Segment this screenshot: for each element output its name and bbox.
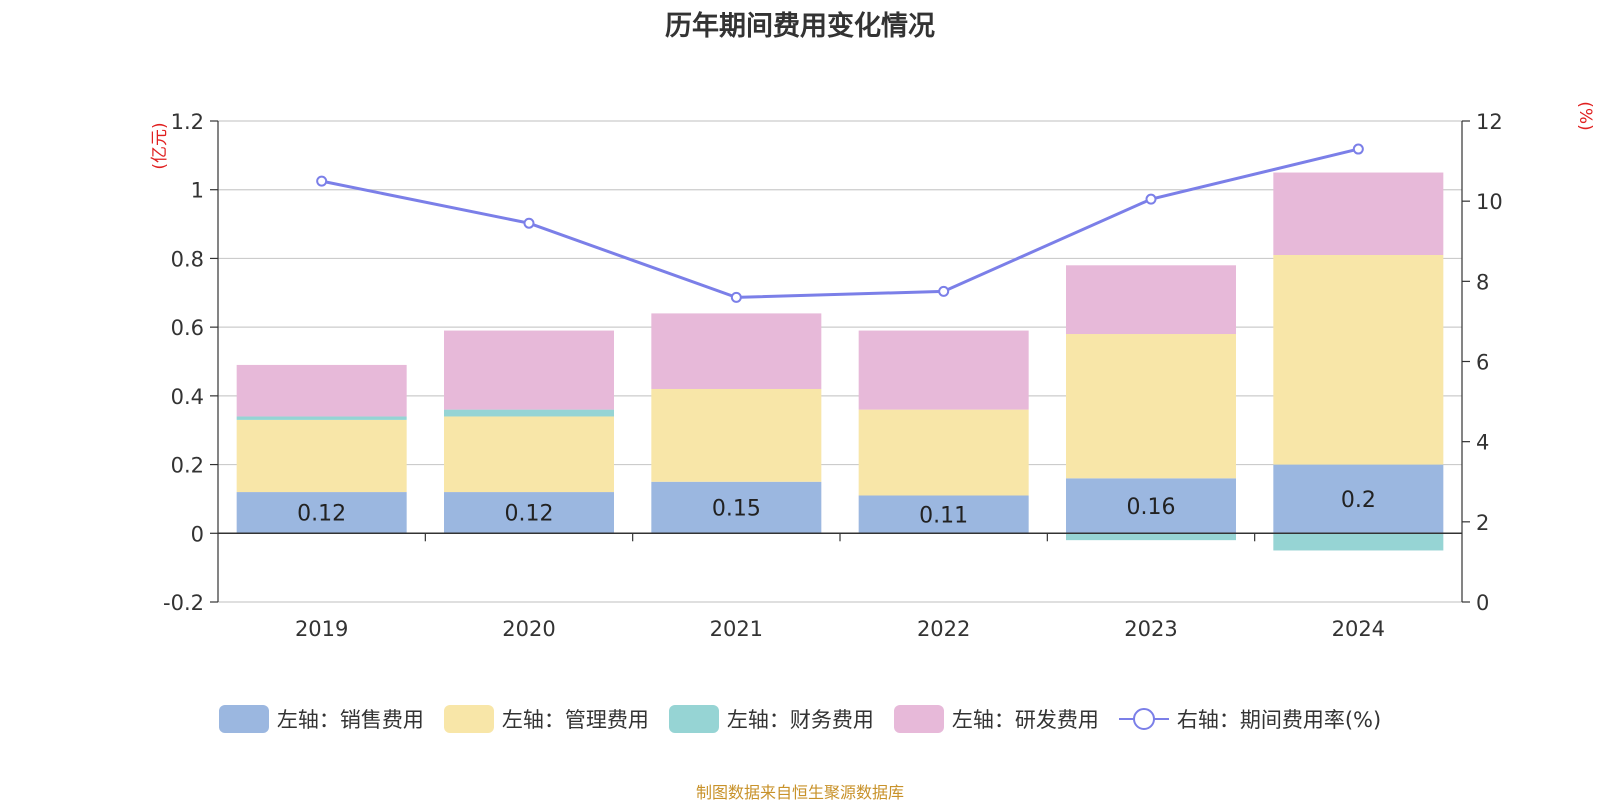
bar-segment xyxy=(444,330,614,410)
left-axis-tick-label: 1.2 xyxy=(171,110,204,134)
x-axis-label: 2023 xyxy=(1124,617,1177,641)
left-axis-unit: (亿元) xyxy=(150,122,170,169)
x-axis-label: 2020 xyxy=(502,617,555,641)
rate-point xyxy=(1352,143,1364,155)
left-axis-tick-label: 1 xyxy=(191,179,204,203)
bar-segment xyxy=(1273,172,1444,255)
bar-series xyxy=(236,172,1444,551)
bar-value-label: 0.15 xyxy=(712,497,761,522)
bar-value-label: 0.2 xyxy=(1341,488,1376,513)
legend-line-marker-icon xyxy=(1118,705,1169,733)
legend-swatch xyxy=(893,705,944,733)
bar-value-label: 0.11 xyxy=(919,503,968,528)
right-axis-tick-label: 6 xyxy=(1476,351,1489,375)
legend-item[interactable]: 右轴：期间费用率(%) xyxy=(1118,704,1382,734)
rate-point xyxy=(730,291,742,303)
legend-swatch xyxy=(668,705,719,733)
bar-value-label: 0.12 xyxy=(505,502,554,527)
bar-segment xyxy=(1273,533,1444,551)
bar-segment xyxy=(236,419,407,493)
bar-segment xyxy=(444,492,614,534)
bar-segment xyxy=(1066,478,1236,534)
right-axis-tick-label: 2 xyxy=(1476,511,1489,535)
bar-segment xyxy=(236,492,407,534)
rate-line xyxy=(321,147,1359,299)
data-labels: 0.12 0.12 0.15 0.11 0.16 0.2 xyxy=(297,488,1376,528)
bar-segment xyxy=(858,409,1029,496)
left-axis-tick-label: -0.2 xyxy=(163,591,204,615)
x-axis-label: 2022 xyxy=(917,617,970,641)
rate-point xyxy=(1145,193,1157,205)
left-axis-tick-label: 0.6 xyxy=(171,316,204,340)
legend-label: 左轴：财务费用 xyxy=(726,708,874,732)
legend-item[interactable]: 左轴：管理费用 xyxy=(443,704,649,734)
bar-segment xyxy=(444,409,614,417)
legend-label: 左轴：研发费用 xyxy=(951,708,1099,732)
x-axis-label: 2024 xyxy=(1332,617,1385,641)
bar-segment xyxy=(444,416,614,493)
rate-line-series xyxy=(316,143,1364,303)
bar-segment xyxy=(651,313,822,389)
source-note: 制图数据来自恒生聚源数据库 xyxy=(695,783,904,802)
right-axis-tick-label: 12 xyxy=(1476,110,1503,134)
rate-point xyxy=(523,217,535,229)
legend-label: 左轴：管理费用 xyxy=(501,708,649,732)
right-axis-tick-label: 4 xyxy=(1476,431,1489,455)
legend: 左轴：销售费用 左轴：管理费用 左轴：财务费用 左轴：研发费用 右轴：期间费用率(%) xyxy=(0,704,1600,734)
bar-segment xyxy=(1273,464,1444,534)
legend-item[interactable]: 左轴：研发费用 xyxy=(893,704,1099,734)
bar-segment xyxy=(1066,533,1236,541)
bar-segment xyxy=(1066,265,1236,335)
bar-segment xyxy=(858,495,1029,534)
left-axis-tick-label: 0.8 xyxy=(171,247,204,271)
left-axis-tick-label: 0.4 xyxy=(171,385,204,409)
legend-label: 左轴：销售费用 xyxy=(276,708,424,732)
bar-segment xyxy=(236,416,407,420)
right-axis-unit: (%) xyxy=(1575,101,1595,130)
left-axis-tick-label: 0.2 xyxy=(171,454,204,478)
legend-item[interactable]: 左轴：销售费用 xyxy=(218,704,424,734)
right-axis-tick-label: 8 xyxy=(1476,270,1489,294)
chart-plot: -0.2 0 0.2 0.4 0.6 0.8 1 1.2 0 2 4 6 8 10 12 (亿元) (%) 201… xyxy=(150,101,1595,641)
legend-label: 右轴：期间费用率(%) xyxy=(1176,708,1382,732)
axes: -0.2 0 0.2 0.4 0.6 0.8 1 1.2 0 2 4 6 8 10 12 (亿元) (%) 201… xyxy=(150,101,1595,641)
legend-item[interactable]: 左轴：财务费用 xyxy=(668,704,874,734)
left-axis-tick-label: 0 xyxy=(191,522,204,546)
bar-segment xyxy=(1066,334,1236,479)
rate-point xyxy=(938,285,950,297)
legend-swatch xyxy=(218,705,269,733)
rate-point xyxy=(316,175,328,187)
chart-title: 历年期间费用变化情况 xyxy=(665,11,935,42)
bar-segment xyxy=(651,388,822,482)
x-axis-label: 2019 xyxy=(295,617,348,641)
right-axis-tick-label: 10 xyxy=(1476,190,1503,214)
bar-value-label: 0.16 xyxy=(1127,495,1176,520)
legend-swatch xyxy=(443,705,494,733)
bar-value-label: 0.12 xyxy=(297,502,346,527)
right-axis-tick-label: 0 xyxy=(1476,591,1489,615)
bar-segment xyxy=(236,364,407,417)
bar-segment xyxy=(1273,254,1444,465)
bar-segment xyxy=(651,481,822,534)
x-axis-label: 2021 xyxy=(710,617,763,641)
bar-segment xyxy=(858,330,1029,410)
